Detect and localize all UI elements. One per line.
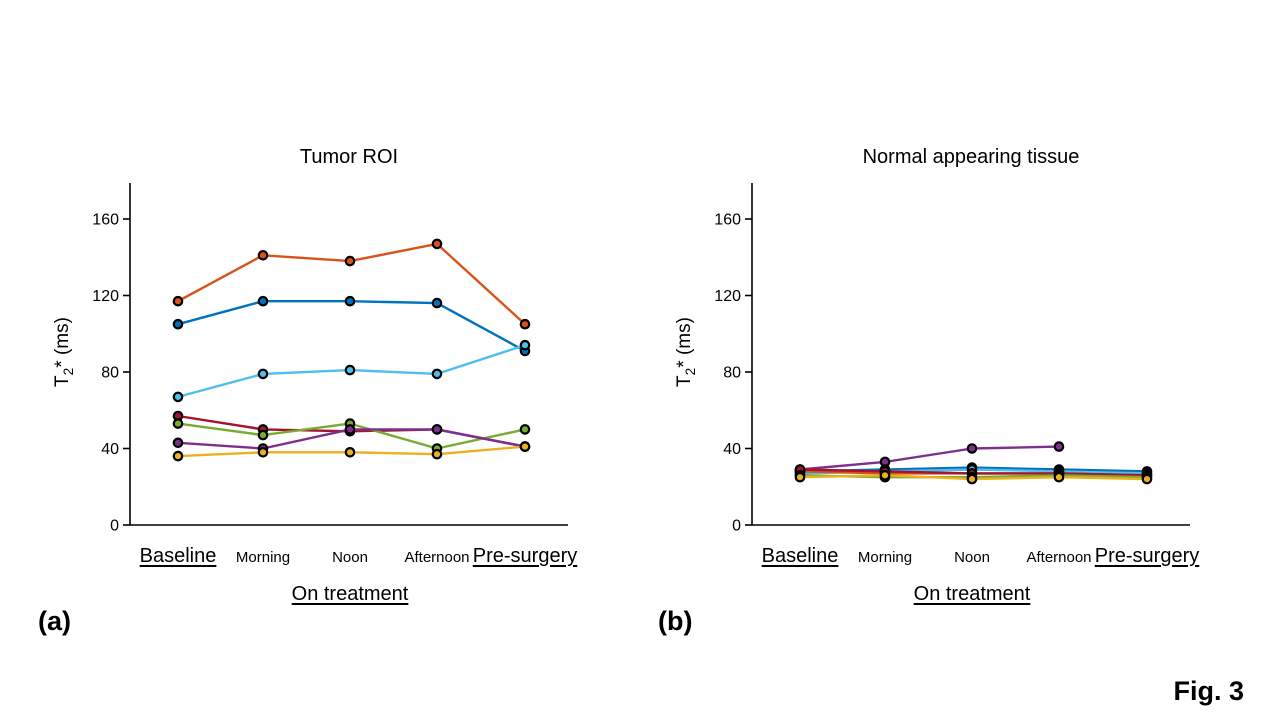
y-tick-label: 120 [714,288,741,305]
x-tick-afternoon-a: Afternoon [404,549,470,566]
panel-a-y-axis-label: T2* (ms) [52,317,76,387]
x-tick-afternoon-b: Afternoon [1026,549,1092,566]
on-treatment-label-a: On treatment [291,583,409,605]
y-tick-label: 40 [723,441,741,458]
data-marker-subject-yellow [966,473,978,485]
panel-a-title: Tumor ROI [299,146,399,168]
x-tick-baseline-b: Baseline [761,545,839,567]
data-marker-subject-yellow [257,446,269,458]
data-marker-subject-yellow [1141,473,1153,485]
data-marker-subject-lightblue [431,368,443,380]
ylabel-subscript: 2 [60,367,76,376]
y-tick-label: 120 [92,288,119,305]
chart-a-canvas: 0 40 80 120 160 [92,183,568,535]
data-marker-subject-lightblue [519,339,531,351]
x-tick-noon-a: Noon [332,549,368,566]
data-marker-subject-orange [519,318,531,330]
x-tick-presurgery-a: Pre-surgery [472,545,578,567]
series-line-subject-blue [177,300,526,353]
data-marker-subject-purple [966,443,978,454]
data-marker-subject-yellow [879,469,891,481]
data-marker-subject-purple [431,424,443,435]
data-marker-subject-yellow [1053,471,1065,483]
data-marker-subject-green [519,424,531,435]
series-line-subject-orange [177,242,526,326]
series-line-subject-purple [799,445,1060,471]
figure-number: Fig. 3 [1173,676,1244,706]
panel-b-y-axis-label: T2* (ms) [674,317,698,387]
data-marker-subject-yellow [794,471,806,483]
ylabel-text: T [52,375,74,387]
data-marker-subject-blue [172,318,184,330]
data-marker-subject-orange [257,250,269,261]
data-marker-subject-purple [1053,441,1065,452]
y-tick-label: 0 [110,518,119,535]
data-marker-subject-orange [344,255,356,267]
y-tick-label: 80 [723,365,741,382]
data-marker-subject-blue [257,295,269,307]
data-marker-subject-green [172,418,184,429]
chart-b-canvas: 0 40 80 120 160 [714,183,1190,535]
panel-b-title: Normal appearing tissue [862,146,1080,168]
x-tick-morning-a: Morning [235,549,291,566]
data-marker-subject-yellow [519,441,531,452]
data-marker-subject-yellow [344,446,356,458]
data-marker-subject-lightblue [172,391,184,403]
panel-b-letter: (b) [658,606,693,636]
data-marker-subject-orange [431,238,443,250]
x-tick-morning-b: Morning [857,549,913,566]
ylabel-text: T [674,375,696,387]
y-tick-label: 160 [92,212,119,229]
ylabel-units: * (ms) [674,317,696,368]
data-marker-subject-blue [344,295,356,307]
y-tick-label: 0 [732,518,741,535]
y-tick-label: 40 [101,441,119,458]
x-tick-presurgery-b: Pre-surgery [1094,545,1200,567]
x-tick-noon-b: Noon [954,549,990,566]
panel-a-letter: (a) [38,606,71,636]
data-marker-subject-blue [431,297,443,309]
data-marker-subject-lightblue [344,364,356,376]
data-marker-subject-purple [344,424,356,435]
data-marker-subject-yellow [431,448,443,460]
ylabel-subscript: 2 [682,367,698,376]
y-tick-label: 80 [101,365,119,382]
data-marker-subject-lightblue [257,368,269,380]
y-tick-label: 160 [714,212,741,229]
data-marker-subject-green [257,429,269,441]
data-marker-subject-orange [172,295,184,307]
data-marker-subject-purple [172,437,184,449]
x-tick-baseline-a: Baseline [139,545,217,567]
on-treatment-label-b: On treatment [913,583,1031,605]
data-marker-subject-yellow [172,450,184,462]
ylabel-units: * (ms) [52,317,74,368]
